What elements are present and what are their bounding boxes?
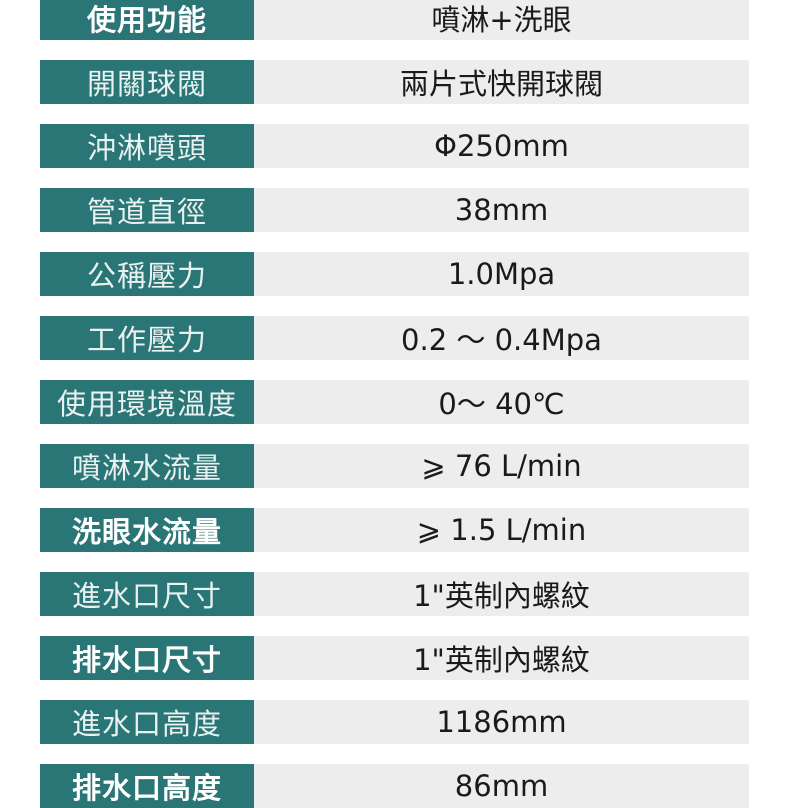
spec-row: 管道直徑 38mm bbox=[40, 188, 749, 232]
spec-label: 噴淋水流量 bbox=[40, 444, 254, 488]
spec-value: 38mm bbox=[254, 188, 749, 232]
spec-row: 工作壓力 0.2 ～ 0.4Mpa bbox=[40, 316, 749, 360]
spec-value: 0.2 ～ 0.4Mpa bbox=[254, 316, 749, 360]
spec-row: 開關球閥 兩片式快開球閥 bbox=[40, 60, 749, 104]
spec-label: 排水口尺寸 bbox=[40, 636, 254, 680]
spec-label: 管道直徑 bbox=[40, 188, 254, 232]
spec-label: 進水口高度 bbox=[40, 700, 254, 744]
spec-label: 沖淋噴頭 bbox=[40, 124, 254, 168]
spec-value: 1"英制內螺紋 bbox=[254, 636, 749, 680]
spec-value: Φ250mm bbox=[254, 124, 749, 168]
spec-label: 排水口高度 bbox=[40, 764, 254, 808]
spec-label: 使用功能 bbox=[40, 0, 254, 40]
spec-value: 0～ 40℃ bbox=[254, 380, 749, 424]
spec-label: 使用環境溫度 bbox=[40, 380, 254, 424]
spec-row: 洗眼水流量 ⩾ 1.5 L/min bbox=[40, 508, 749, 552]
spec-label: 工作壓力 bbox=[40, 316, 254, 360]
spec-row: 進水口高度 1186mm bbox=[40, 700, 749, 744]
spec-value: ⩾ 1.5 L/min bbox=[254, 508, 749, 552]
spec-label: 公稱壓力 bbox=[40, 252, 254, 296]
spec-label: 進水口尺寸 bbox=[40, 572, 254, 616]
spec-value: 1.0Mpa bbox=[254, 252, 749, 296]
spec-row: 使用功能 噴淋+洗眼 bbox=[40, 0, 749, 40]
spec-value: 兩片式快開球閥 bbox=[254, 60, 749, 104]
spec-row: 排水口高度 86mm bbox=[40, 764, 749, 808]
spec-row: 排水口尺寸 1"英制內螺紋 bbox=[40, 636, 749, 680]
spec-row: 使用環境溫度 0～ 40℃ bbox=[40, 380, 749, 424]
spec-value: ⩾ 76 L/min bbox=[254, 444, 749, 488]
spec-row: 噴淋水流量 ⩾ 76 L/min bbox=[40, 444, 749, 488]
spec-row: 公稱壓力 1.0Mpa bbox=[40, 252, 749, 296]
spec-value: 86mm bbox=[254, 764, 749, 808]
spec-label: 開關球閥 bbox=[40, 60, 254, 104]
spec-row: 沖淋噴頭 Φ250mm bbox=[40, 124, 749, 168]
spec-value: 噴淋+洗眼 bbox=[254, 0, 749, 40]
spec-label: 洗眼水流量 bbox=[40, 508, 254, 552]
spec-value: 1"英制內螺紋 bbox=[254, 572, 749, 616]
spec-value: 1186mm bbox=[254, 700, 749, 744]
spec-row: 進水口尺寸 1"英制內螺紋 bbox=[40, 572, 749, 616]
